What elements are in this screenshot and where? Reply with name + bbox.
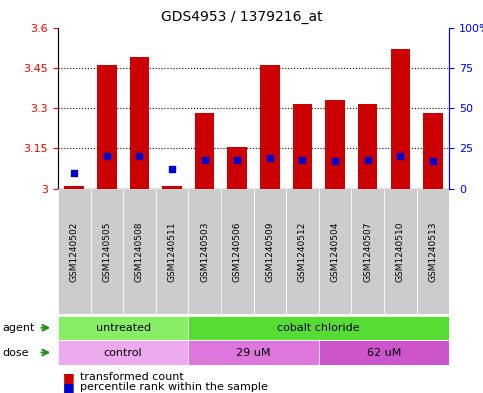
Point (298, 156, 306, 163)
Point (201, 156, 209, 163)
Point (429, 158, 437, 164)
Text: ■: ■ (63, 380, 74, 393)
Bar (162, 186, 182, 189)
Text: GSM1240502: GSM1240502 (70, 221, 79, 282)
Point (136, 153, 143, 160)
Bar (384, 189, 417, 314)
Point (103, 153, 111, 160)
Bar (58, 316, 188, 340)
Bar (156, 189, 188, 314)
Bar (423, 114, 442, 189)
Bar (188, 189, 221, 314)
Bar (286, 189, 319, 314)
Bar (352, 189, 384, 314)
Text: GSM1240509: GSM1240509 (265, 221, 274, 282)
Bar (326, 100, 345, 189)
Bar (195, 114, 214, 189)
Bar (58, 189, 91, 314)
Bar (91, 189, 123, 314)
Text: dose: dose (2, 347, 29, 358)
Text: percentile rank within the sample: percentile rank within the sample (80, 382, 268, 392)
Text: GSM1240511: GSM1240511 (168, 221, 177, 282)
Text: GSM1240503: GSM1240503 (200, 221, 209, 282)
Text: 29 uM: 29 uM (236, 347, 271, 358)
Point (364, 156, 371, 163)
Bar (390, 49, 410, 189)
Bar (97, 65, 117, 189)
Text: GDS4953 / 1379216_at: GDS4953 / 1379216_at (161, 10, 322, 24)
Point (168, 166, 176, 173)
Bar (221, 189, 254, 314)
Text: agent: agent (2, 323, 35, 333)
Text: cobalt chloride: cobalt chloride (277, 323, 360, 333)
Point (233, 156, 241, 163)
Text: 62 uM: 62 uM (367, 347, 401, 358)
Bar (123, 189, 156, 314)
Bar (358, 104, 377, 189)
Point (397, 153, 404, 160)
Bar (58, 340, 188, 365)
Bar (319, 340, 449, 365)
Text: GSM1240505: GSM1240505 (102, 221, 112, 282)
Text: GSM1240513: GSM1240513 (428, 221, 438, 282)
Bar (65, 186, 84, 189)
Text: transformed count: transformed count (80, 372, 184, 382)
Text: control: control (104, 347, 142, 358)
Text: GSM1240508: GSM1240508 (135, 221, 144, 282)
Text: ■: ■ (63, 371, 74, 384)
Text: GSM1240506: GSM1240506 (233, 221, 242, 282)
Bar (254, 189, 286, 314)
Bar (129, 57, 149, 189)
Bar (188, 316, 449, 340)
Bar (319, 189, 352, 314)
Text: GSM1240512: GSM1240512 (298, 221, 307, 282)
Text: GSM1240510: GSM1240510 (396, 221, 405, 282)
Text: untreated: untreated (96, 323, 151, 333)
Point (266, 155, 274, 161)
Text: GSM1240507: GSM1240507 (363, 221, 372, 282)
Bar (260, 65, 280, 189)
Bar (293, 104, 312, 189)
Text: GSM1240504: GSM1240504 (330, 221, 340, 282)
Point (71, 169, 78, 176)
Bar (417, 189, 449, 314)
Point (331, 158, 339, 164)
Bar (188, 340, 319, 365)
Bar (227, 147, 247, 189)
